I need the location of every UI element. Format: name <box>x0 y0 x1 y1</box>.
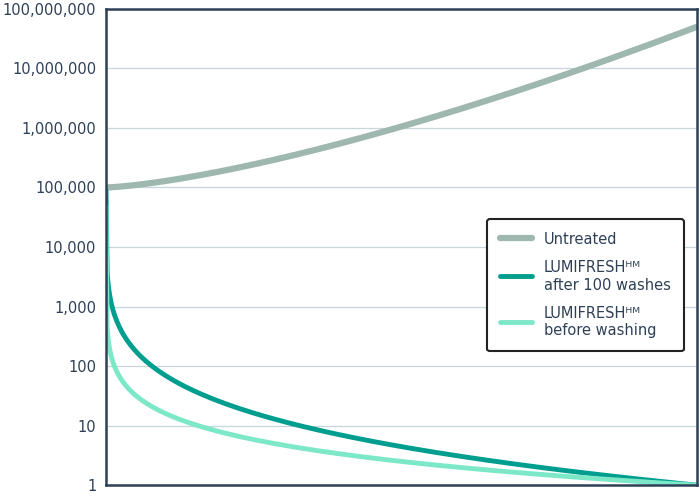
LUMIFRESHᴴᴹ
after 100 washes <box>587 471 595 477</box>
Untreated <box>679 29 687 35</box>
LUMIFRESHᴴᴹ
after 100 washes <box>102 187 110 193</box>
Line: LUMIFRESHᴴᴹ
after 100 washes: LUMIFRESHᴴᴹ after 100 washes <box>106 190 697 485</box>
Untreated <box>383 128 391 134</box>
Untreated <box>386 127 395 133</box>
LUMIFRESHᴴᴹ
after 100 washes <box>693 482 700 488</box>
Untreated <box>693 24 700 30</box>
LUMIFRESHᴴᴹ
after 100 washes <box>679 481 687 487</box>
Untreated <box>587 63 595 69</box>
LUMIFRESHᴴᴹ
before washing <box>383 457 391 463</box>
Untreated <box>421 116 430 122</box>
Line: Untreated: Untreated <box>106 27 697 187</box>
Untreated <box>102 184 110 190</box>
LUMIFRESHᴴᴹ
before washing <box>587 475 595 481</box>
LUMIFRESHᴴᴹ
after 100 washes <box>386 442 395 448</box>
LUMIFRESHᴴᴹ
before washing <box>386 457 395 463</box>
Line: LUMIFRESHᴴᴹ
before washing: LUMIFRESHᴴᴹ before washing <box>106 206 697 485</box>
Legend: Untreated, LUMIFRESHᴴᴹ
after 100 washes, LUMIFRESHᴴᴹ
before washing: Untreated, LUMIFRESHᴴᴹ after 100 washes,… <box>487 219 684 351</box>
LUMIFRESHᴴᴹ
after 100 washes <box>383 441 391 447</box>
Untreated <box>454 107 462 113</box>
LUMIFRESHᴴᴹ
before washing <box>693 482 700 488</box>
LUMIFRESHᴴᴹ
after 100 washes <box>421 448 430 454</box>
LUMIFRESHᴴᴹ
before washing <box>421 461 430 467</box>
LUMIFRESHᴴᴹ
before washing <box>454 464 462 470</box>
LUMIFRESHᴴᴹ
before washing <box>679 482 687 488</box>
LUMIFRESHᴴᴹ
after 100 washes <box>454 453 462 459</box>
LUMIFRESHᴴᴹ
before washing <box>102 203 110 209</box>
